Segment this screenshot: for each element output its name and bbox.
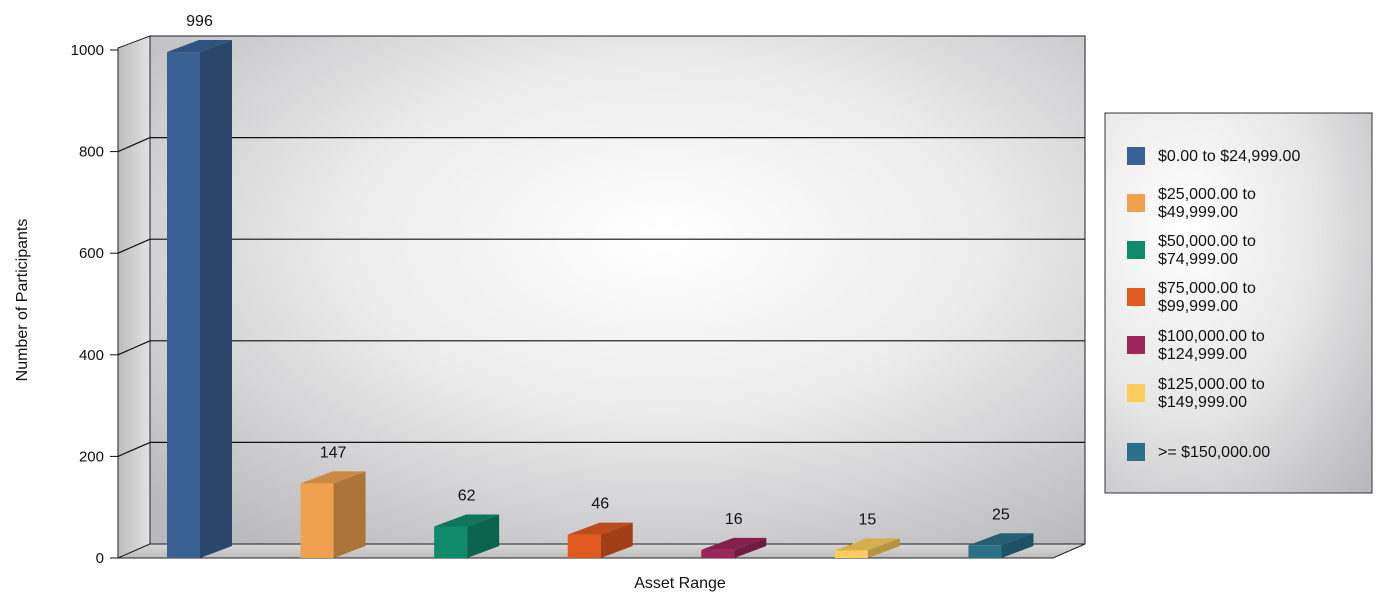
legend-label: $125,000.00 to $149,999.00 xyxy=(1158,376,1265,411)
bar-side xyxy=(200,40,232,559)
legend-item: $100,000.00 to $124,999.00 xyxy=(1127,328,1265,363)
legend-label: $0.00 to $24,999.00 xyxy=(1158,148,1300,165)
bar-top xyxy=(567,522,633,535)
bar-front xyxy=(968,545,1002,558)
legend-swatch xyxy=(1127,194,1145,212)
bar-top xyxy=(834,538,900,551)
y-tick-label: 600 xyxy=(79,245,104,262)
gridline-side xyxy=(117,137,151,153)
legend-label: $25,000.00 to $49,999.00 xyxy=(1158,186,1256,221)
bar-front xyxy=(834,550,868,558)
legend-swatch xyxy=(1127,147,1145,165)
legend-item: $25,000.00 to $49,999.00 xyxy=(1127,186,1256,221)
bar xyxy=(834,538,900,558)
bar-top xyxy=(701,537,767,550)
legend-swatch xyxy=(1127,288,1145,306)
bar-front xyxy=(567,534,601,558)
legend-swatch xyxy=(1127,336,1145,354)
gridline-side xyxy=(117,238,151,254)
bar-top xyxy=(434,514,500,527)
legend-label: $75,000.00 to $99,999.00 xyxy=(1158,280,1256,315)
bar-value-label: 16 xyxy=(725,511,743,528)
legend-label: $100,000.00 to $124,999.00 xyxy=(1158,328,1265,363)
bar xyxy=(434,514,500,558)
legend-swatch xyxy=(1127,443,1145,461)
legend-item: $75,000.00 to $99,999.00 xyxy=(1127,280,1256,315)
bar-front xyxy=(167,52,200,558)
gridline-side xyxy=(117,340,151,356)
x-axis-title: Asset Range xyxy=(634,575,726,592)
y-tick-label: 400 xyxy=(79,347,104,364)
bar-side xyxy=(600,522,633,558)
bar-front xyxy=(701,549,735,558)
bar-value-label: 996 xyxy=(186,13,213,30)
plot-side-wall xyxy=(117,35,151,559)
legend-item: >= $150,000.00 xyxy=(1127,443,1270,461)
bar-top xyxy=(968,533,1034,546)
bar-side xyxy=(1001,533,1034,558)
legend: $0.00 to $24,999.00 $25,000.00 to $49,999.… xyxy=(1127,147,1300,461)
y-tick-label: 800 xyxy=(79,144,104,161)
legend-box xyxy=(1104,112,1373,494)
bar-side xyxy=(333,471,366,558)
bar-value-label: 147 xyxy=(320,444,347,461)
bar-top xyxy=(167,40,232,53)
y-axis-title: Number of Participants xyxy=(14,219,31,382)
bar-side xyxy=(734,537,767,558)
bar-value-label: 46 xyxy=(591,496,609,513)
gridline-side xyxy=(117,441,151,457)
bar-side xyxy=(467,514,500,558)
legend-label: $50,000.00 to $74,999.00 xyxy=(1158,233,1256,268)
bar-top xyxy=(300,471,366,484)
bar xyxy=(567,522,633,558)
legend-swatch xyxy=(1127,384,1145,402)
y-tick-label: 0 xyxy=(96,550,104,567)
bar-value-label: 62 xyxy=(458,488,476,505)
bar xyxy=(300,471,366,558)
bar xyxy=(968,533,1034,558)
bar xyxy=(167,40,232,559)
bar-value-label: 25 xyxy=(992,506,1010,523)
bar xyxy=(701,537,767,558)
y-tick-label: 1000 xyxy=(71,42,104,59)
plot-back-wall xyxy=(149,35,1086,545)
bar-value-label: 15 xyxy=(858,511,876,528)
legend-label: >= $150,000.00 xyxy=(1158,444,1270,461)
bar-front xyxy=(434,526,468,558)
legend-item: $125,000.00 to $149,999.00 xyxy=(1127,376,1265,411)
legend-item: $50,000.00 to $74,999.00 xyxy=(1127,233,1256,268)
legend-item: $0.00 to $24,999.00 xyxy=(1127,147,1300,165)
bar-front xyxy=(300,483,334,558)
y-tick-label: 200 xyxy=(79,448,104,465)
bar-side xyxy=(867,538,900,558)
legend-swatch xyxy=(1127,241,1145,259)
